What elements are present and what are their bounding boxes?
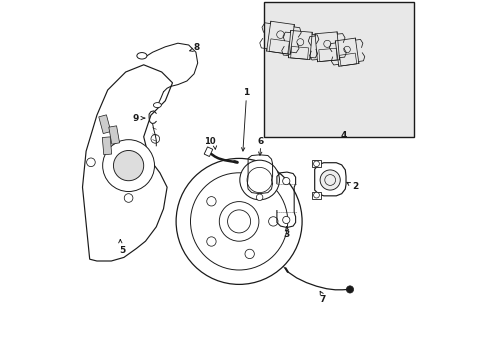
Circle shape	[313, 161, 319, 167]
Circle shape	[102, 140, 154, 192]
Circle shape	[282, 177, 289, 185]
Circle shape	[86, 158, 95, 167]
Circle shape	[282, 216, 289, 224]
Text: 3: 3	[283, 230, 289, 239]
Polygon shape	[99, 115, 111, 134]
Polygon shape	[82, 65, 172, 261]
Circle shape	[124, 194, 133, 202]
Text: 8: 8	[193, 43, 200, 52]
Circle shape	[313, 192, 319, 198]
Ellipse shape	[153, 103, 161, 108]
Bar	[264, 2, 413, 137]
Text: 6: 6	[257, 137, 264, 146]
Circle shape	[113, 150, 143, 181]
Text: 9: 9	[132, 114, 139, 122]
Text: 2: 2	[352, 182, 358, 191]
Polygon shape	[102, 137, 111, 155]
Circle shape	[239, 160, 279, 200]
Text: 4: 4	[340, 131, 346, 140]
Circle shape	[151, 135, 159, 143]
Circle shape	[346, 286, 353, 293]
Circle shape	[320, 170, 340, 190]
Text: 7: 7	[319, 295, 325, 304]
Polygon shape	[108, 126, 120, 144]
Text: 1: 1	[243, 89, 249, 98]
Circle shape	[256, 194, 263, 201]
Bar	[311, 192, 321, 199]
Ellipse shape	[137, 53, 146, 59]
Text: 5: 5	[120, 246, 126, 255]
Text: 10: 10	[204, 137, 216, 146]
Bar	[204, 147, 212, 157]
Polygon shape	[314, 163, 346, 196]
Bar	[311, 160, 321, 167]
